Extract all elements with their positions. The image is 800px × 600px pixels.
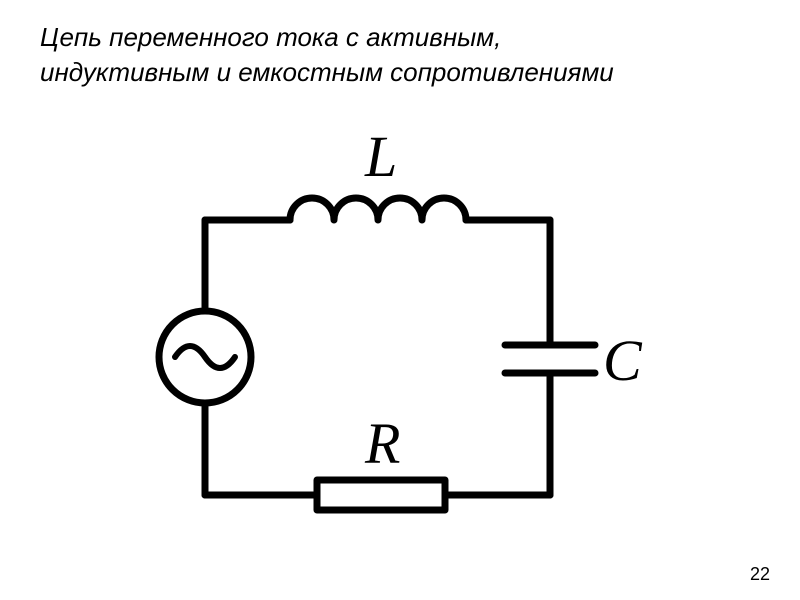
ac-source-sine — [175, 346, 235, 368]
page-title: Цепь переменного тока с активным, индукт… — [40, 20, 760, 90]
resistor-body — [317, 480, 445, 510]
circuit-diagram: L C R — [145, 135, 650, 535]
resistor-label: R — [365, 410, 400, 477]
inductor-label: L — [365, 123, 397, 190]
inductor-coil — [290, 198, 466, 220]
title-line-2: индуктивным и емкостным сопротивлениями — [40, 57, 614, 87]
title-line-1: Цепь переменного тока с активным, — [40, 22, 501, 52]
page-number: 22 — [750, 564, 770, 585]
capacitor-label: C — [603, 327, 642, 394]
